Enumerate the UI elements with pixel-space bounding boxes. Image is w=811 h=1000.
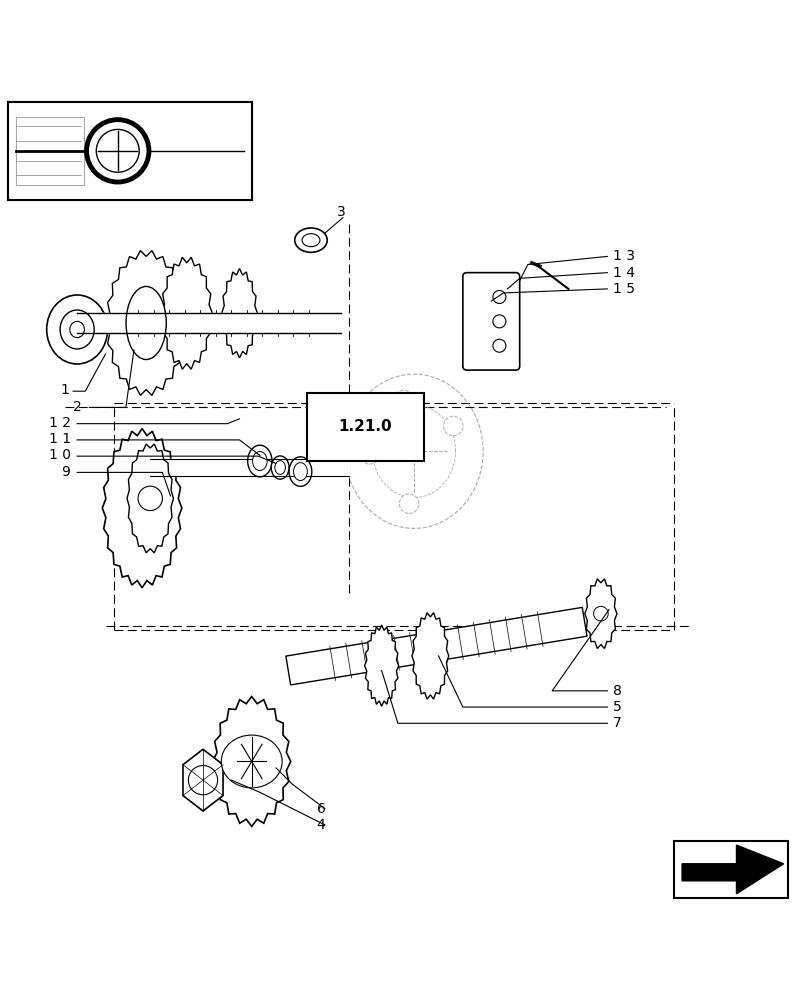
Text: 9: 9 bbox=[61, 465, 70, 479]
Ellipse shape bbox=[302, 234, 320, 247]
FancyBboxPatch shape bbox=[307, 393, 423, 461]
Text: 5: 5 bbox=[612, 700, 621, 714]
Ellipse shape bbox=[70, 321, 84, 338]
Text: 1 4: 1 4 bbox=[612, 266, 634, 280]
Circle shape bbox=[188, 766, 217, 795]
Text: 4: 4 bbox=[316, 818, 325, 832]
Text: 1: 1 bbox=[61, 383, 70, 397]
Ellipse shape bbox=[247, 445, 272, 477]
Ellipse shape bbox=[293, 463, 307, 481]
Polygon shape bbox=[584, 579, 616, 649]
Text: 7: 7 bbox=[612, 716, 621, 730]
FancyBboxPatch shape bbox=[462, 273, 519, 370]
Polygon shape bbox=[182, 749, 223, 811]
Polygon shape bbox=[212, 697, 290, 826]
Circle shape bbox=[359, 445, 379, 464]
Ellipse shape bbox=[138, 486, 162, 511]
Bar bbox=[8, 102, 251, 200]
Ellipse shape bbox=[593, 606, 607, 621]
Ellipse shape bbox=[60, 310, 94, 349]
Polygon shape bbox=[102, 429, 182, 588]
Text: 1 2: 1 2 bbox=[49, 416, 71, 430]
Text: 2: 2 bbox=[73, 400, 82, 414]
Polygon shape bbox=[127, 444, 174, 553]
Circle shape bbox=[492, 339, 505, 352]
Text: 1 3: 1 3 bbox=[612, 249, 634, 263]
Ellipse shape bbox=[126, 286, 166, 360]
Bar bbox=[673, 841, 787, 898]
Ellipse shape bbox=[294, 228, 327, 252]
Text: 1 1: 1 1 bbox=[49, 432, 71, 446]
Polygon shape bbox=[161, 257, 212, 369]
Circle shape bbox=[394, 390, 414, 410]
Text: 3: 3 bbox=[337, 205, 345, 219]
Bar bbox=[16, 117, 84, 185]
Circle shape bbox=[492, 315, 505, 328]
Text: 1 5: 1 5 bbox=[612, 282, 634, 296]
Text: 8: 8 bbox=[612, 684, 621, 698]
Ellipse shape bbox=[271, 456, 289, 479]
Polygon shape bbox=[681, 845, 783, 894]
Polygon shape bbox=[105, 251, 186, 395]
Bar bbox=[8, 102, 251, 200]
Ellipse shape bbox=[274, 461, 285, 474]
Polygon shape bbox=[364, 625, 398, 706]
Ellipse shape bbox=[221, 735, 281, 788]
Ellipse shape bbox=[252, 452, 267, 471]
Text: 1.21.0: 1.21.0 bbox=[338, 419, 392, 434]
Circle shape bbox=[492, 291, 505, 303]
Circle shape bbox=[443, 416, 462, 436]
Polygon shape bbox=[285, 607, 586, 685]
Text: 6: 6 bbox=[316, 802, 325, 816]
Polygon shape bbox=[411, 613, 448, 699]
Polygon shape bbox=[221, 269, 257, 358]
Ellipse shape bbox=[289, 457, 311, 486]
Ellipse shape bbox=[47, 295, 107, 364]
Circle shape bbox=[399, 494, 418, 513]
Text: 1 0: 1 0 bbox=[49, 448, 71, 462]
